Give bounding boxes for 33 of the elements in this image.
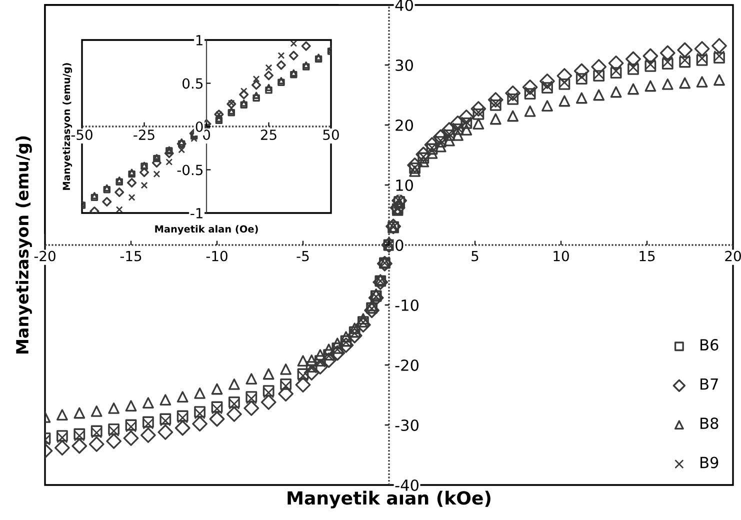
y-axis-title: Manyetizasyon (emu/g) <box>16 136 32 354</box>
x-tick-label: 10 <box>554 250 569 262</box>
y-axis-title: Manyetizasyon (emu/g) <box>62 63 72 190</box>
x-axis-title: Manyetik alan (Oe) <box>155 225 258 235</box>
y-tick-label: -20 <box>395 359 418 372</box>
legend-label: B6 <box>700 339 718 351</box>
x-tick-label: -5 <box>296 250 309 262</box>
x-tick-label: -15 <box>120 250 142 262</box>
x-tick-label: 50 <box>323 130 339 140</box>
y-tick-label: -40 <box>395 479 418 492</box>
x-tick-label: -25 <box>134 130 154 140</box>
y-tick-label: 0 <box>196 121 203 132</box>
y-tick-label: 20 <box>396 119 413 132</box>
x-tick-label: -20 <box>34 250 56 262</box>
y-tick-label: -30 <box>395 419 418 432</box>
y-tick-label: -1 <box>190 208 202 218</box>
x-tick-label: 20 <box>725 250 741 262</box>
x-tick-label: 25 <box>260 130 276 140</box>
y-tick-label: 0 <box>396 239 404 252</box>
legend-label: B8 <box>700 418 718 430</box>
y-tick-label: 30 <box>396 59 413 72</box>
legend-label: B9 <box>700 456 718 468</box>
y-tick-label: -0.5 <box>177 164 203 176</box>
x-tick-label: 15 <box>640 250 655 262</box>
legend-label: B7 <box>700 378 718 390</box>
x-tick-label: 5 <box>472 250 478 262</box>
y-tick-label: -10 <box>395 299 418 312</box>
y-tick-label: 10 <box>396 179 413 192</box>
x-tick-label: -10 <box>206 250 228 262</box>
y-tick-label: 0.5 <box>182 78 203 89</box>
x-axis-title: Manyetik alan (kOe) <box>288 490 490 508</box>
y-tick-label: 1 <box>196 35 202 46</box>
x-tick-label: -50 <box>71 130 92 140</box>
